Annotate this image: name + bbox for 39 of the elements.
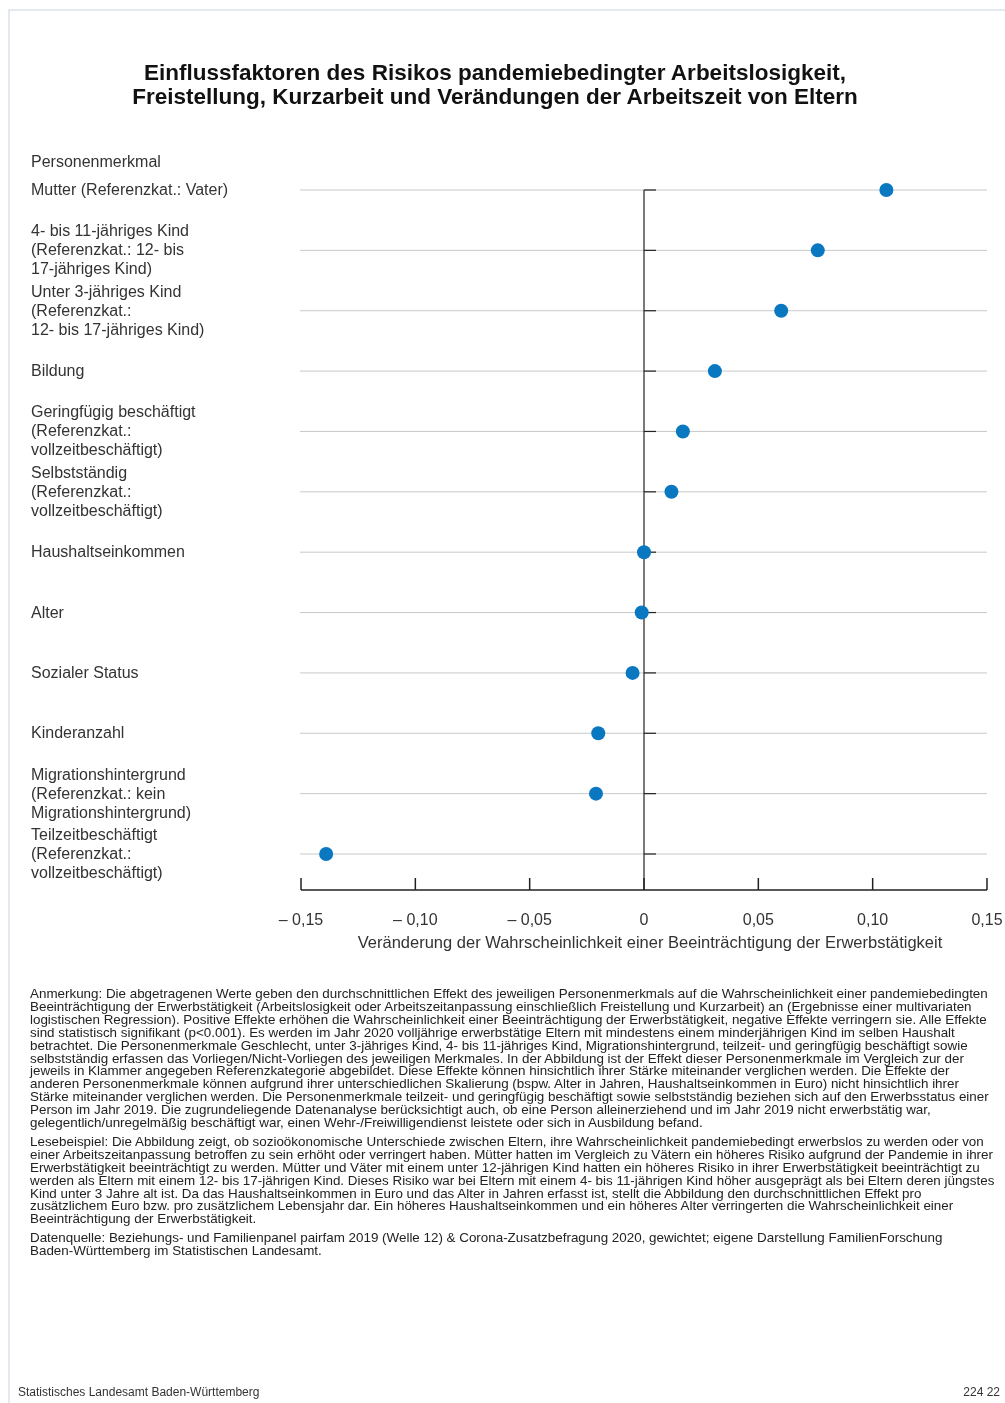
x-tick-label: 0 — [639, 911, 649, 928]
x-tick-label: – 0,10 — [393, 911, 438, 928]
x-tick-label: – 0,05 — [507, 911, 553, 928]
chart-title: Einflussfaktoren des Risikos pandemiebedingter Arbeitslosigkeit, Freistellung, Kurzarbeit und Verändungen der Arbeitszeit von Eltern — [132, 60, 858, 109]
point — [675, 424, 690, 439]
x-tick-label: 0,15 — [971, 911, 1003, 928]
point — [591, 726, 606, 741]
point — [879, 183, 894, 197]
x-tick-label: 0,10 — [857, 911, 889, 928]
y-tick-label: 4- bis 11-jähriges Kind (Referenzkat.: 12- bis 17-jähriges Kind) — [31, 222, 190, 278]
point — [588, 786, 603, 801]
y-tick-label: Alter — [31, 603, 65, 621]
text: Statistisches Landesamt Baden-Württemberg — [18, 1385, 260, 1399]
point — [810, 243, 825, 258]
y-tick-label: Teilzeitbeschäftigt (Referenzkat.: vollzeitbeschäftigt) — [31, 826, 163, 881]
point — [707, 364, 722, 379]
text: 224 22 — [963, 1385, 1001, 1399]
y-tick-label: Migrationshintergrund (Referenzkat.: kein Migrationshintergrund) — [31, 765, 192, 821]
text: Anmerkung: Die abgetragenen Werte geben den durchschnittlichen Effekt des jeweiligen Personenmerkmals auf die Wahrscheinlichkeit einer pandemiebedingten Beeinträchtigung der Erwerbstätigkeit (Arbeitslosigkeit oder Arbeitszeitanpassung einschließlich Freistellung und Kurzarbeit) an (Ergebnisse einer multivariaten logistischen Regression). Positive Effekte erhöhen die Wahrscheinlichkeit einer Beeinträchtigung der Erwerbstätigkeit, negative Effekte verringern sie. Alle Effekte sind statistisch signifikant (p<0.001). Es werden im Jahr 2020 volljährige erwerbstätige Eltern mit mindestens einem minderjährigen Kind im selben Haushalt betrachtet. Die Personenmerkmale Geschlecht, unter 3-jähriges Kind, 4- bis 11-jähriges Kind, Migrationshintergrund, teilzeit- und geringfügig beschäftigt sowie selbstständig erfassen das Vorliegen/Nicht-Vorliegen des jeweiligen Merkmales. In der Abbildung ist der Effekt dieser Personenmerkmale im Vergleich zur der jeweils in Klammer angegeben Referenzkategorie abgebildet. Diese Effekte können hinsichtlich ihrer Stärke miteinander verglichen werden. Die Effekte der anderen Personenmerkmale können aufgrund ihrer unterschiedlichen Skalierung (bspw. Alter in Jahren, Haushaltseinkommen in Euro) nicht hinsichtlich ihrer Stärke miteinander verglichen werden. Die Personenmerkmale teilzeit- und geringfügig beschäftigt sowie selbstständig beziehen sich auf den Erwerbsstatus einer Person im Jahr 2019. Die zugrundeliegende Datenanalyse berücksichtigt auch, ob eine Person alleinerziehend und im Jahr 2019 nicht erwerbstätig war, gelegentlich/unregelmäßig beschäftigt war, einen Wehr-/Freiwilligendienst leistete oder sich in Ausbildung befand. — [30, 986, 989, 1130]
point — [774, 303, 789, 318]
x-tick-label: 0,05 — [742, 911, 775, 928]
y-tick-label: Geringfügig beschäftigt (Referenzkat.: vollzeitbeschäftigt) — [31, 403, 197, 459]
x-axis-title: Veränderung der Wahrscheinlichkeit einer Beeinträchtigung der Erwerbstätigkeit — [357, 933, 943, 951]
y-tick-label: Selbstständig (Referenzkat.: vollzeitbeschäftigt) — [31, 463, 163, 519]
y-tick-label: Mutter (Referenzkat.: Vater) — [31, 181, 229, 198]
y-tick-label: Bildung — [31, 362, 85, 380]
y-tick-label: Sozialer Status — [31, 663, 139, 681]
point — [637, 545, 651, 560]
point — [664, 484, 679, 499]
point — [319, 847, 334, 861]
text: Datenquelle: Beziehungs- und Familienpanel pairfam 2019 (Welle 12) & Corona-Zusatzbefragung 2020, gewichtet; eigene Darstellung FamilienForschung Baden-Württemberg im Statistischen Landesamt. — [30, 1230, 943, 1259]
point — [625, 665, 640, 680]
point — [634, 605, 649, 620]
y-tick-label: Haushaltseinkommen — [31, 543, 185, 561]
y-axis-title: Personenmerkmal — [31, 153, 161, 170]
y-tick-label: Kinderanzahl — [31, 724, 125, 742]
text: Lesebeispiel: Die Abbildung zeigt, ob sozioökonomische Unterschiede zwischen Eltern, ihre Wahrscheinlichkeit pandemiebedingt erwerbslos zu werden oder von einer Arbeitszeitanpassung betroffen zu sein erhöht oder verringert haben. Mütter hatten im Vergleich zu Vätern ein höheres Risiko aufgrund der Pandemie in ihrer Erwerbstätigkeit beeinträchtigt zu werden. Mütter und Väter mit einem unter 12-jährigen Kind hatten ein höheres Risiko in ihrer Erwerbstätigkeit beeinträchtigt zu werden als Eltern mit einem 12- bis 17-jährigen Kind. Dieses Risiko war bei Eltern mit einem 4- bis 11-jährigen Kind höher ausgeprägt als bei Eltern deren jüngstes Kind unter 3 Jahre alt ist. Da das Haushaltseinkommen in Euro und das Alter in Jahren erfasst ist, stellt die Abbildung den durchschnittlichen Effekt pro zusätzlichem Euro bzw. pro zusätzlichem Lebensjahr dar. Ein höheres Haushaltseinkommen und ein höheres Alter verringerten die Wahrscheinlichkeit einer Beeinträchtigung der Erwerbstätigkeit. — [29, 1133, 995, 1227]
x-tick-label: – 0,15 — [278, 911, 324, 928]
y-tick-label: Unter 3-jähriges Kind (Referenzkat.: 12- bis 17-jähriges Kind) — [31, 282, 205, 338]
